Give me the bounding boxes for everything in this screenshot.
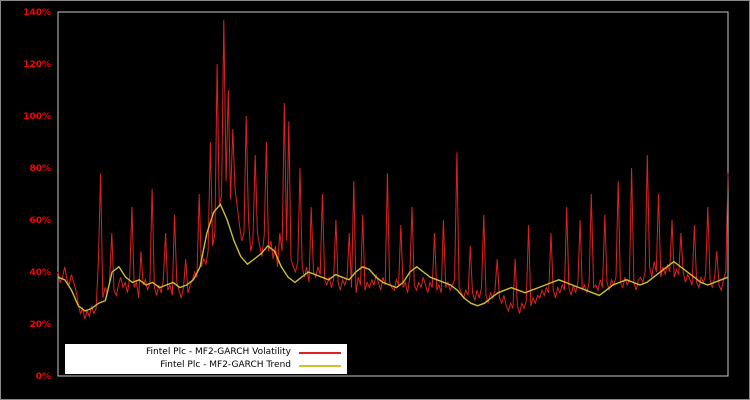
legend-line-sample	[299, 364, 341, 367]
legend: Fintel Plc - MF2-GARCH Volatility Fintel…	[65, 344, 347, 374]
y-tick-label: 100%	[23, 112, 51, 122]
y-tick-label: 20%	[29, 320, 51, 330]
legend-line-sample	[299, 351, 341, 354]
legend-label-volatility: Fintel Plc - MF2-GARCH Volatility	[146, 347, 291, 357]
trend-series-line	[57, 203, 729, 312]
legend-label-trend: Fintel Plc - MF2-GARCH Trend	[160, 360, 291, 370]
y-tick-label: 140%	[23, 8, 51, 18]
y-tick-label: 80%	[29, 164, 51, 174]
plot-frame	[57, 11, 729, 377]
y-tick-label: 60%	[29, 216, 51, 226]
y-tick-label: 120%	[23, 60, 51, 70]
legend-item-trend: Fintel Plc - MF2-GARCH Trend	[71, 359, 341, 372]
y-tick-label: 40%	[29, 268, 51, 278]
y-tick-label: 0%	[36, 372, 51, 382]
volatility-series-line	[57, 19, 729, 319]
legend-item-volatility: Fintel Plc - MF2-GARCH Volatility	[71, 346, 341, 359]
